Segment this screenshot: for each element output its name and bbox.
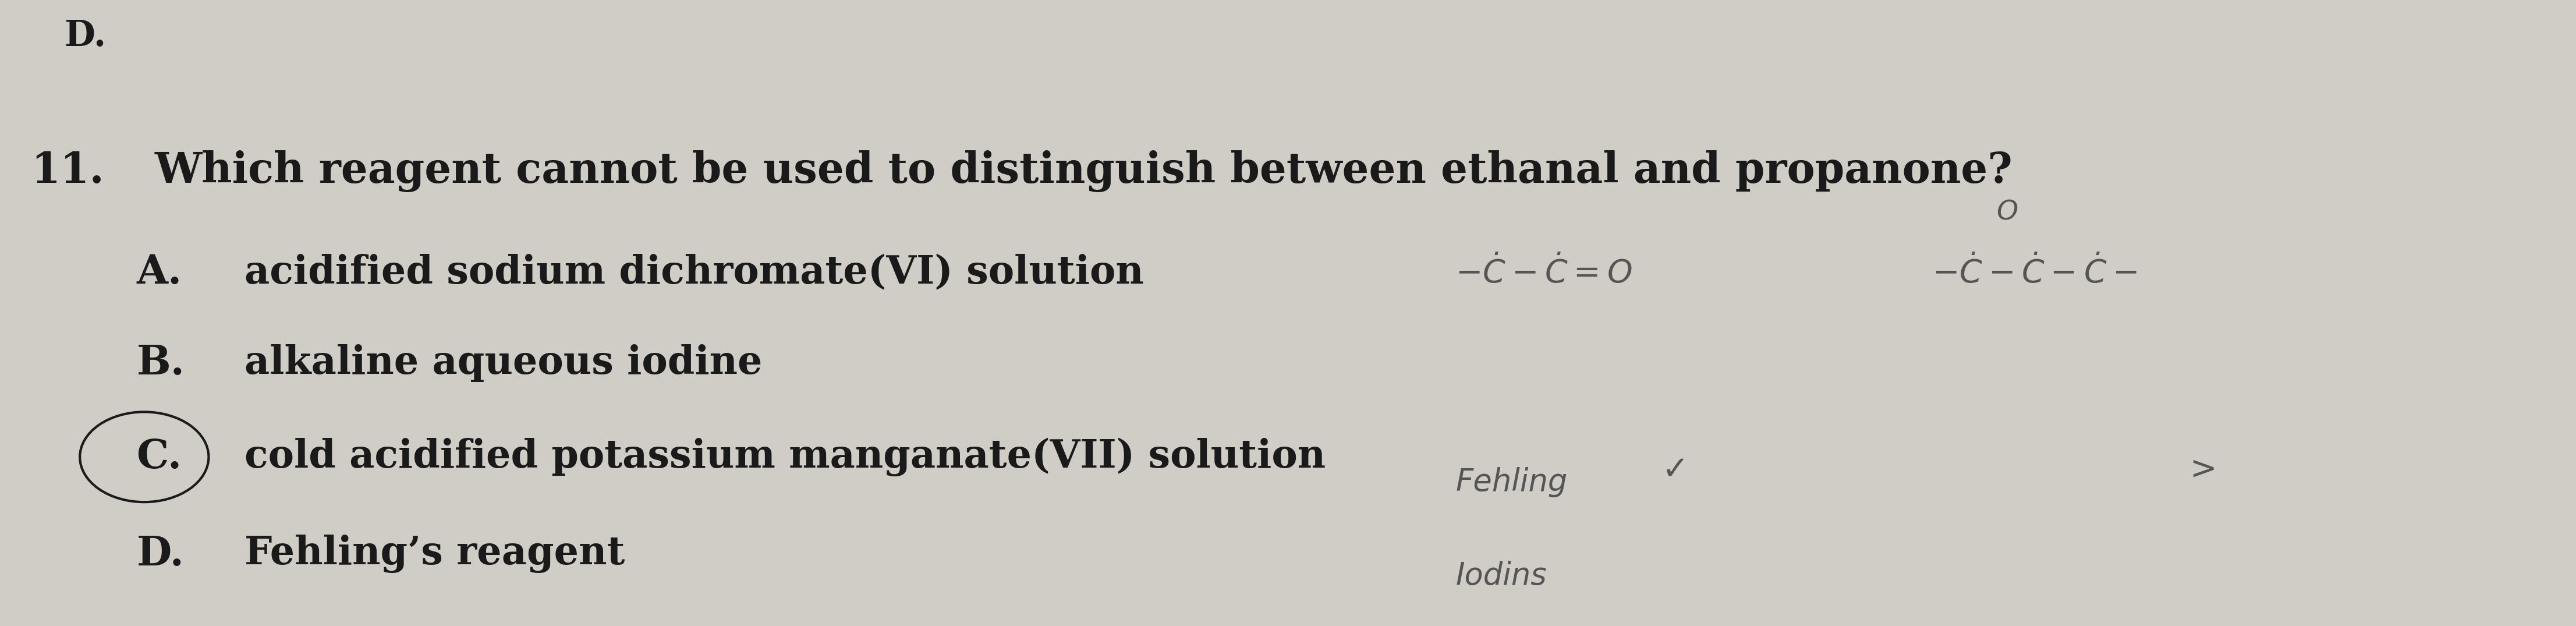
Text: >: > bbox=[2190, 454, 2218, 485]
Text: B.: B. bbox=[137, 344, 185, 382]
Text: C.: C. bbox=[137, 438, 183, 476]
Text: Iodins: Iodins bbox=[1455, 561, 1546, 591]
Text: D.: D. bbox=[137, 535, 185, 573]
Text: A.: A. bbox=[137, 253, 183, 292]
Text: acidified sodium dichromate(VI) solution: acidified sodium dichromate(VI) solution bbox=[245, 254, 1144, 291]
Text: 11.: 11. bbox=[31, 150, 103, 192]
Text: $\checkmark$: $\checkmark$ bbox=[1662, 454, 1685, 485]
Text: alkaline aqueous iodine: alkaline aqueous iodine bbox=[245, 344, 762, 382]
Text: $-\mathregular{\dot{C}}-\mathregular{\dot{C}}=\mathregular{O}$: $-\mathregular{\dot{C}}-\mathregular{\do… bbox=[1455, 255, 1633, 289]
Text: cold acidified potassium manganate(VII) solution: cold acidified potassium manganate(VII) … bbox=[245, 438, 1327, 476]
Text: Fehling: Fehling bbox=[1455, 467, 1566, 497]
Text: O: O bbox=[1996, 200, 2017, 226]
Text: D.: D. bbox=[64, 19, 106, 54]
Text: Which reagent cannot be used to distinguish between ethanal and propanone?: Which reagent cannot be used to distingu… bbox=[155, 150, 2012, 192]
Text: Fehling’s reagent: Fehling’s reagent bbox=[245, 535, 626, 573]
Text: $-\mathregular{\dot{C}}-\mathregular{\dot{C}}-\mathregular{\dot{C}}-$: $-\mathregular{\dot{C}}-\mathregular{\do… bbox=[1932, 255, 2138, 289]
